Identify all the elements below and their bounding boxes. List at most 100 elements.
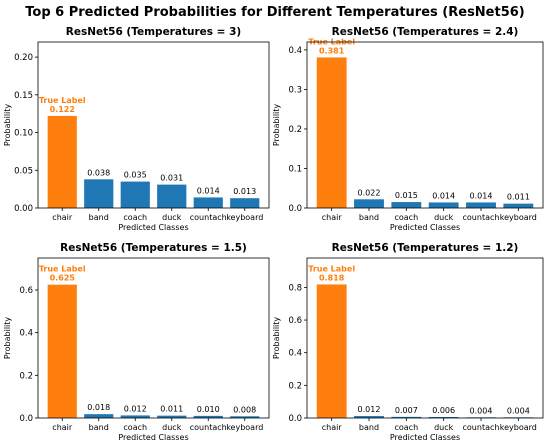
value-label: 0.381 (319, 46, 345, 55)
value-label: 0.035 (124, 171, 147, 180)
y-tick-label: 0.3 (288, 85, 302, 95)
value-label: 0.010 (197, 405, 220, 414)
y-tick-label: 0.2 (288, 125, 302, 135)
y-tick-label: 0.05 (14, 166, 33, 176)
value-label: 0.015 (395, 191, 418, 200)
value-label: 0.014 (470, 191, 493, 200)
subplot-1: ResNet56 (Temperatures = 3)True Label0.1… (3, 26, 270, 232)
bar-coach (120, 415, 150, 418)
value-label: 0.004 (470, 406, 493, 415)
bar-keyboard (230, 416, 260, 418)
value-label: 0.014 (197, 186, 220, 195)
plot-frame (306, 257, 544, 419)
true-label-annotation: True Label (39, 96, 86, 105)
subplot-title: ResNet56 (Temperatures = 2.4) (332, 26, 519, 38)
bar-coach (391, 202, 422, 208)
bar-band (354, 416, 384, 418)
x-tick-label: countach (190, 423, 227, 432)
x-tick-label: chair (52, 213, 73, 222)
x-tick-label: band (359, 423, 379, 432)
bar-countach (193, 197, 223, 208)
value-label: 0.008 (233, 405, 256, 414)
x-tick-label: duck (434, 213, 454, 222)
y-tick-label: 0.6 (288, 316, 302, 326)
bar-duck (428, 202, 459, 208)
value-label: 0.625 (50, 274, 76, 283)
y-tick-label: 0.0 (288, 414, 302, 424)
y-tick-label: 0.0 (288, 204, 302, 214)
bar-chair (47, 284, 77, 418)
true-label-annotation: True Label (308, 264, 355, 273)
x-tick-label: coach (394, 423, 418, 432)
y-axis-label: Probability (3, 317, 12, 360)
subplot-4: ResNet56 (Temperatures = 1.2) True Label 0… (272, 242, 544, 442)
x-tick-label: keyboard (500, 213, 537, 222)
value-label: 0.038 (87, 168, 110, 177)
true-label-annotation: True Label (39, 265, 86, 274)
value-label: 0.007 (395, 406, 418, 415)
value-label: 0.011 (507, 193, 530, 202)
y-tick-label: 0.6 (19, 286, 33, 296)
bar-duck (428, 417, 459, 418)
y-tick-label: 0.1 (288, 164, 302, 174)
x-tick-label: countach (463, 213, 500, 222)
y-tick-label: 0.2 (288, 381, 302, 391)
bar-band (84, 179, 114, 208)
x-tick-label: chair (322, 213, 343, 222)
subplot-title: ResNet56 (Temperatures = 1.5) (60, 242, 247, 254)
y-tick-label: 0.10 (14, 129, 33, 139)
value-label: 0.013 (233, 187, 256, 196)
plot-frame (306, 41, 544, 209)
x-tick-label: chair (322, 423, 343, 432)
x-tick-label: keyboard (226, 213, 263, 222)
x-tick-label: countach (463, 423, 500, 432)
y-tick-label: 0.8 (288, 283, 302, 293)
x-tick-label: coach (394, 213, 418, 222)
x-axis-label: Predicted Classes (390, 223, 460, 232)
x-tick-label: duck (162, 213, 182, 222)
subplot-2: ResNet56 (Temperatures = 2.4)True Label0… (272, 26, 544, 232)
bar-chair (316, 284, 347, 418)
plot-frame (37, 41, 270, 209)
y-tick-label: 0.4 (288, 349, 302, 359)
y-tick-label: 0.00 (14, 204, 33, 214)
x-axis-label: Predicted Classes (118, 223, 188, 232)
bar-coach (120, 181, 150, 208)
value-label: 0.018 (87, 403, 110, 412)
y-tick-label: 0.2 (19, 371, 33, 381)
value-label: 0.031 (160, 174, 183, 183)
bar-keyboard (230, 198, 260, 208)
x-tick-label: band (89, 423, 109, 432)
bar-band (84, 414, 114, 418)
bar-chair (47, 115, 77, 208)
x-axis-label: Predicted Classes (118, 433, 188, 442)
subplot-3: ResNet56 (Temperatures = 1.5)True Label0… (3, 242, 270, 442)
bar-duck (157, 184, 187, 208)
subplot-title: ResNet56 (Temperatures = 1.2) (332, 242, 519, 254)
y-tick-label: 0.4 (288, 46, 302, 56)
value-label: 0.014 (432, 191, 455, 200)
value-label: 0.004 (507, 406, 530, 415)
y-tick-label: 0.4 (19, 329, 33, 339)
bar-keyboard (503, 203, 534, 208)
bar-band (354, 199, 384, 208)
x-tick-label: duck (434, 423, 454, 432)
x-tick-label: coach (123, 423, 147, 432)
x-tick-label: keyboard (500, 423, 537, 432)
x-tick-label: chair (52, 423, 73, 432)
x-axis-label: Predicted Classes (390, 433, 460, 442)
bar-chair (316, 57, 347, 208)
value-label: 0.012 (124, 404, 147, 413)
bar-duck (157, 415, 187, 418)
x-tick-label: countach (190, 213, 227, 222)
value-label: 0.006 (432, 406, 455, 415)
bar-countach (466, 202, 496, 208)
x-tick-label: duck (162, 423, 182, 432)
y-tick-label: 0.15 (14, 91, 33, 101)
figure-title: Top 6 Predicted Probabilities for Differ… (25, 5, 525, 20)
value-label: 0.011 (160, 405, 183, 414)
x-tick-label: keyboard (226, 423, 263, 432)
y-axis-label: Probability (3, 104, 12, 147)
plot-frame (37, 257, 270, 419)
